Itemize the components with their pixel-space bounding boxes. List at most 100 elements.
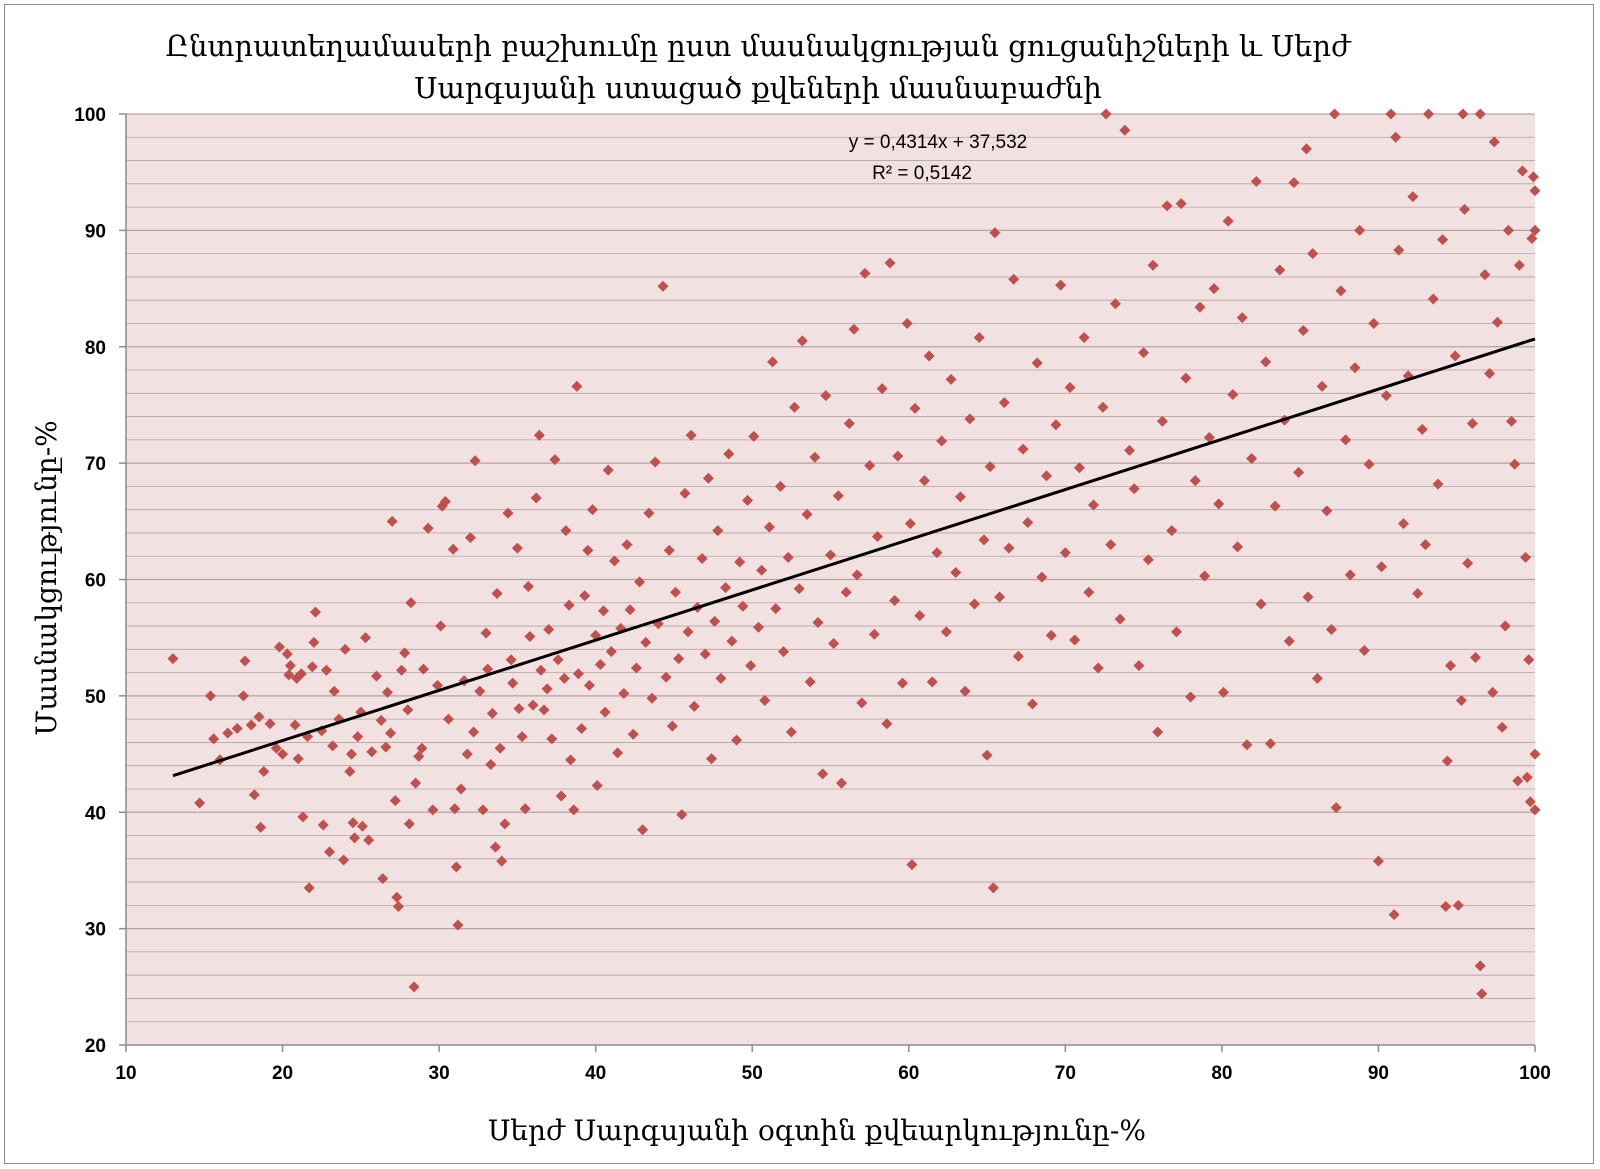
data-point	[535, 664, 547, 676]
data-point	[1440, 901, 1452, 913]
data-point	[1050, 419, 1062, 431]
data-point	[1437, 234, 1449, 246]
data-point	[317, 819, 329, 831]
data-point	[392, 901, 404, 913]
data-point	[1088, 499, 1100, 511]
data-point	[978, 534, 990, 546]
data-point	[208, 733, 220, 745]
data-point	[752, 621, 764, 633]
data-point	[906, 859, 918, 871]
data-point	[591, 779, 603, 791]
data-point	[1363, 458, 1375, 470]
data-point	[237, 690, 249, 702]
data-point	[1045, 629, 1057, 641]
data-point	[482, 663, 494, 675]
data-point	[649, 456, 661, 468]
data-point	[840, 586, 852, 598]
data-point	[1529, 224, 1541, 236]
data-point	[909, 402, 921, 414]
data-point	[258, 766, 270, 778]
data-point	[673, 653, 685, 665]
data-point	[1073, 462, 1085, 474]
data-point	[696, 553, 708, 565]
data-point	[612, 747, 624, 759]
data-point	[413, 750, 425, 762]
data-point	[1407, 191, 1419, 203]
data-point	[954, 491, 966, 503]
data-point	[297, 811, 309, 823]
data-point	[576, 722, 588, 734]
chart-title-line-1: Ընտրատեղամասերի բաշխումը ըստ մասնակցությ…	[165, 29, 1352, 63]
data-point	[468, 726, 480, 738]
data-point	[533, 429, 545, 441]
data-point	[1452, 899, 1464, 911]
data-point	[328, 685, 340, 697]
data-point	[538, 704, 550, 716]
data-point	[788, 401, 800, 413]
data-point	[1487, 686, 1499, 698]
data-point	[1474, 108, 1486, 120]
data-point	[530, 492, 542, 504]
data-point	[646, 692, 658, 704]
data-point	[450, 861, 462, 873]
data-point	[449, 803, 461, 815]
data-point	[1236, 312, 1248, 324]
data-point	[375, 714, 387, 726]
data-point	[1474, 960, 1486, 972]
data-point	[1133, 660, 1145, 672]
data-point	[1388, 909, 1400, 921]
data-point	[994, 591, 1006, 603]
data-point	[702, 472, 714, 484]
data-point	[494, 742, 506, 754]
data-point	[386, 515, 398, 527]
data-point	[408, 981, 420, 993]
data-point	[1003, 542, 1015, 554]
data-point	[1444, 660, 1456, 672]
data-point	[723, 448, 735, 460]
data-point	[1138, 347, 1150, 359]
data-point	[605, 646, 617, 658]
data-point	[864, 459, 876, 471]
data-point	[380, 741, 392, 753]
x-tick-label: 80	[1211, 1063, 1232, 1084]
data-points	[167, 108, 1541, 1000]
data-point	[549, 454, 561, 466]
data-point	[309, 606, 321, 618]
data-point	[1466, 418, 1478, 430]
data-point	[1069, 634, 1081, 646]
data-point	[688, 700, 700, 712]
data-point	[522, 580, 534, 592]
data-point	[1523, 654, 1535, 666]
data-point	[396, 664, 408, 676]
data-point	[447, 543, 459, 555]
data-point	[884, 257, 896, 269]
data-point	[748, 430, 760, 442]
data-point	[519, 803, 531, 815]
data-point	[1506, 415, 1518, 427]
data-point	[1476, 988, 1488, 1000]
data-point	[1316, 380, 1328, 392]
data-point	[663, 544, 675, 556]
data-point	[527, 699, 539, 711]
data-point	[563, 599, 575, 611]
y-tick-label: 60	[85, 571, 106, 592]
data-point	[541, 683, 553, 695]
data-point	[1372, 855, 1384, 867]
data-point	[222, 727, 234, 739]
data-point	[756, 564, 768, 576]
data-point	[1213, 498, 1225, 510]
data-point	[1330, 802, 1342, 814]
data-point	[1293, 466, 1305, 478]
data-point	[370, 670, 382, 682]
data-point	[1455, 695, 1467, 707]
data-point	[1416, 423, 1428, 435]
data-point	[552, 654, 564, 666]
data-point	[270, 742, 282, 754]
data-point	[1529, 748, 1541, 760]
x-tick-label: 100	[1519, 1063, 1551, 1084]
data-point	[464, 532, 476, 544]
data-point	[1457, 108, 1469, 120]
data-point	[926, 676, 938, 688]
trendline	[172, 337, 1536, 778]
